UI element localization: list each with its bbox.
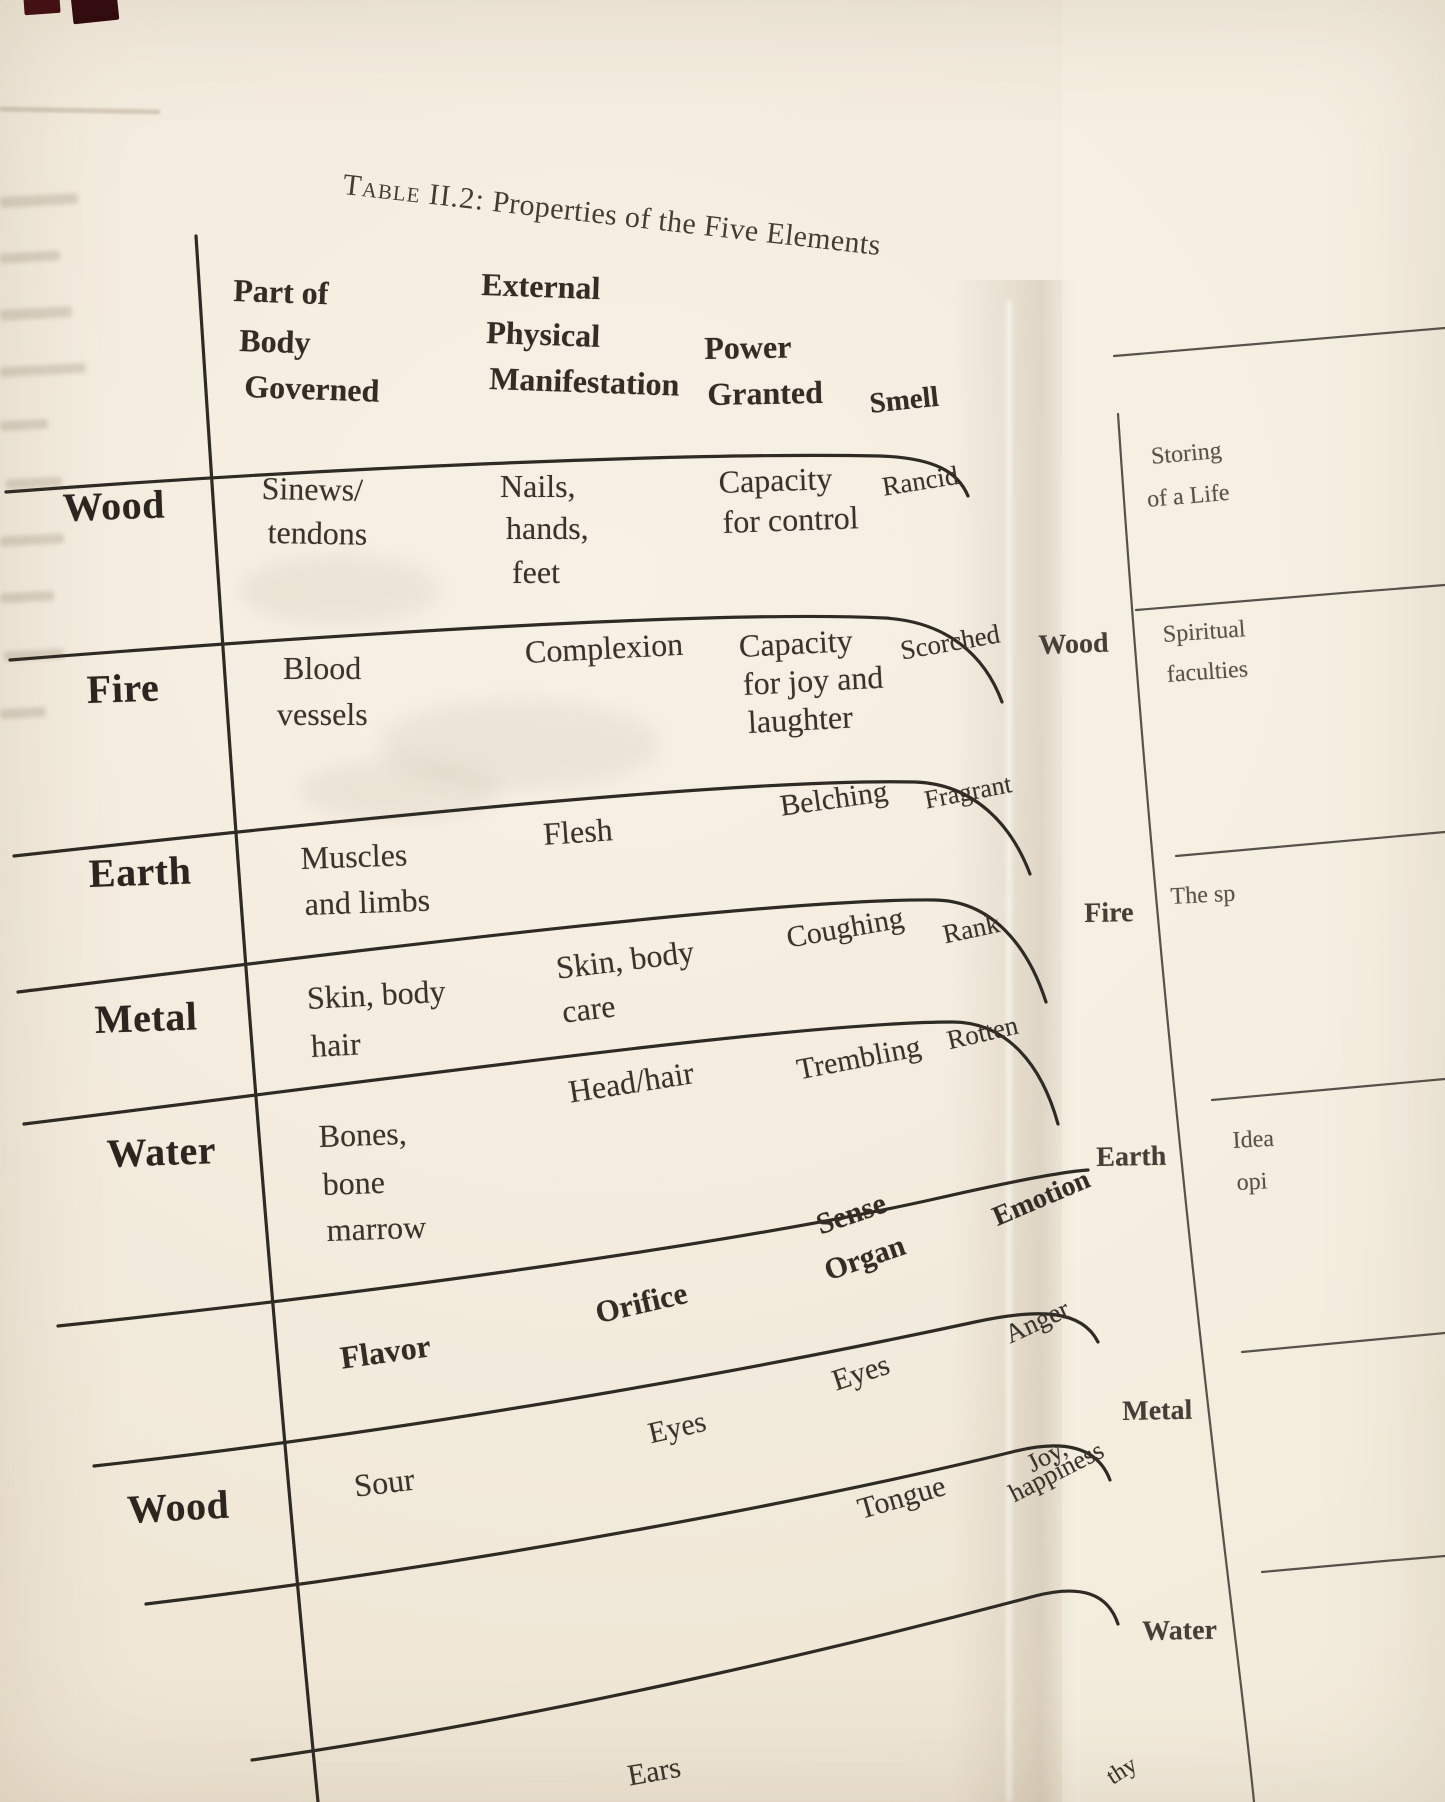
row-separator-line <box>12 780 1032 876</box>
cell-earth-manifestation: Flesh <box>542 811 614 852</box>
cell-wood-power: Capacity <box>718 460 833 500</box>
header-external-physical: Manifestation <box>488 360 681 403</box>
cell-metal-part: hair <box>310 1025 362 1064</box>
cell-metal-manifestation: care <box>560 987 618 1030</box>
right-row-label-metal: Metal <box>1122 1394 1193 1427</box>
cell-wood-manifestation: hands, <box>506 510 589 546</box>
cell-water-part: bone <box>322 1163 386 1202</box>
row-label-metal: Metal <box>94 993 198 1042</box>
right-row-separator-line <box>1240 1331 1445 1354</box>
header-part-of-body: Governed <box>243 368 381 409</box>
header-part-of-body: Body <box>238 322 312 361</box>
right-cell-wood: faculties <box>1166 656 1249 688</box>
cell-wood-part: tendons <box>267 514 368 552</box>
row-separator-line <box>22 1020 1060 1126</box>
right-row-separator-line <box>1260 1554 1445 1574</box>
row-separator-line <box>16 898 1048 1004</box>
right-row-label-water: Water <box>1142 1614 1218 1647</box>
cell-wood-manifestation: Nails, <box>500 468 576 504</box>
cell-wood-flavor: Sour <box>352 1460 417 1504</box>
column-divider-line <box>194 234 320 1802</box>
right-row-separator-line <box>1174 830 1445 858</box>
right-row-separator-line <box>1210 1077 1445 1102</box>
cell-fire-power: Capacity <box>738 622 854 664</box>
row-label-fire: Fire <box>86 664 160 712</box>
row-separator-line <box>8 614 1004 704</box>
cell-wood-part: Sinews/ <box>261 470 364 508</box>
row-label-wood-lower: Wood <box>126 1481 231 1532</box>
header-external-physical: Physical <box>485 314 601 354</box>
header-power-granted: Granted <box>707 373 824 412</box>
cell-fire-part: Blood <box>283 650 362 686</box>
right-column-divider-line <box>1116 412 1256 1802</box>
right-row-separator-line <box>1134 583 1445 612</box>
right-table-rules <box>1112 326 1445 1802</box>
right-cell-wood: Spiritual <box>1162 616 1247 648</box>
row-separator-line <box>56 1168 1090 1328</box>
left-table-rules <box>4 234 1120 1802</box>
row-label-wood: Wood <box>62 481 166 530</box>
row-separator-line <box>250 1589 1120 1762</box>
cell-wood-manifestation: feet <box>512 554 560 590</box>
right-row-label-fire: Fire <box>1084 897 1134 929</box>
row-label-earth: Earth <box>88 847 193 896</box>
cell-metal-part: Skin, body <box>306 972 447 1016</box>
cell-water-part: Bones, <box>318 1114 408 1154</box>
bleed-through-smudge <box>380 700 660 790</box>
header-power-granted: Power <box>704 328 792 366</box>
row-separator-line <box>4 453 970 498</box>
cell-fire-power: for joy and <box>742 658 885 702</box>
right-row-label-earth: Earth <box>1096 1140 1167 1173</box>
page-edge-highlight <box>1006 300 1012 1802</box>
right-cell-earth: Idea <box>1232 1125 1275 1154</box>
right-row-label-wood: Wood <box>1038 627 1110 661</box>
row-separator-line <box>92 1312 1100 1468</box>
right-cell-fire: The sp <box>1170 880 1236 910</box>
cell-earth-part: and limbs <box>304 881 431 922</box>
header-part-of-body: Part of <box>232 272 330 312</box>
cell-water-part: marrow <box>326 1208 427 1248</box>
cell-fire-part: vessels <box>277 696 368 732</box>
right-row-separator-line <box>1112 326 1445 358</box>
right-cell-earth: opi <box>1236 1168 1268 1196</box>
row-label-water: Water <box>106 1127 217 1176</box>
cell-fire-power: laughter <box>747 698 854 740</box>
cell-earth-part: Muscles <box>300 836 408 876</box>
header-external-physical: External <box>480 266 602 307</box>
bleed-through-smudge <box>240 555 440 625</box>
cell-wood-power: for control <box>722 499 860 540</box>
row-separator-line <box>144 1444 1112 1606</box>
